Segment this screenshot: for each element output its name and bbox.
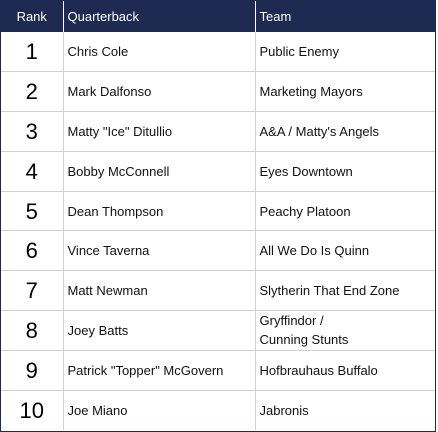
rank-cell: 2 (1, 71, 64, 112)
table-row: 7 Matt Newman Slytherin That End Zone (1, 270, 435, 311)
team-cell: A&A / Matty's Angels (255, 111, 435, 152)
team-name-line: Slytherin That End Zone (259, 283, 400, 299)
team-name-line: Gryffindor / (259, 313, 324, 329)
table-row: 8 Joey Batts Gryffindor / Cunning Stunts (1, 310, 435, 351)
team-cell: Eyes Downtown (255, 150, 435, 192)
rank-cell: 9 (1, 349, 64, 391)
team-name-line: Cunning Stunts (259, 332, 349, 348)
team-cell: All We Do Is Quinn (255, 230, 435, 271)
quarterback-cell: Dean Thompson (63, 190, 256, 231)
quarterback-cell: Joey Batts (63, 310, 256, 351)
table-row: 6 Vince Taverna All We Do Is Quinn (1, 230, 435, 271)
column-header-team: Team (255, 1, 435, 32)
rank-cell: 7 (1, 270, 64, 311)
column-header-rank: Rank (1, 1, 64, 32)
quarterback-cell: Vince Taverna (63, 230, 256, 271)
rank-cell: 8 (1, 310, 64, 351)
team-name-line: All We Do Is Quinn (259, 243, 370, 259)
rank-cell: 5 (1, 190, 64, 231)
rank-cell: 6 (1, 230, 64, 271)
quarterback-cell: Patrick "Topper" McGovern (63, 349, 256, 391)
rank-cell: 3 (1, 111, 64, 152)
team-cell: Gryffindor / Cunning Stunts (255, 310, 435, 351)
table-header-row: Rank Quarterback Team (1, 1, 435, 32)
quarterback-cell: Matt Newman (63, 270, 256, 311)
team-name-line: Hofbrauhaus Buffalo (259, 362, 378, 378)
quarterback-cell: Bobby McConnell (63, 150, 256, 192)
rank-cell: 10 (1, 389, 64, 430)
team-cell: Peachy Platoon (255, 190, 435, 231)
column-header-quarterback: Quarterback (63, 1, 256, 32)
team-name-line: Eyes Downtown (259, 163, 353, 179)
table-row: 5 Dean Thompson Peachy Platoon (1, 190, 435, 231)
quarterback-cell: Matty "Ice" Ditullio (63, 111, 256, 152)
rank-cell: 4 (1, 150, 64, 192)
team-cell: Jabronis (255, 389, 435, 430)
team-name-line: Marketing Mayors (259, 84, 363, 100)
team-name-line: A&A / Matty's Angels (259, 123, 380, 139)
table-row: 9 Patrick "Topper" McGovern Hofbrauhaus Bu… (1, 349, 435, 391)
quarterback-cell: Chris Cole (63, 32, 256, 72)
team-cell: Slytherin That End Zone (255, 270, 435, 311)
team-name-line: Jabronis (259, 402, 309, 418)
team-cell: Public Enemy (255, 32, 435, 72)
table-row: 4 Bobby McConnell Eyes Downtown (1, 150, 435, 192)
table-row: 1 Chris Cole Public Enemy (1, 32, 435, 72)
table-row: 10 Joe Miano Jabronis (1, 389, 435, 430)
quarterback-cell: Mark Dalfonso (63, 71, 256, 112)
team-name-line: Public Enemy (259, 44, 339, 60)
team-name-line: Peachy Platoon (259, 203, 351, 219)
table-body: 1 Chris Cole Public Enemy 2 Mark Dalfonso Mar… (1, 32, 435, 430)
team-cell: Hofbrauhaus Buffalo (255, 349, 435, 391)
table-row: 3 Matty "Ice" Ditullio A&A / Matty's Angel… (1, 111, 435, 152)
rank-cell: 1 (1, 32, 64, 72)
quarterback-cell: Joe Miano (63, 389, 256, 430)
table-row: 2 Mark Dalfonso Marketing Mayors (1, 71, 435, 112)
team-cell: Marketing Mayors (255, 71, 435, 112)
